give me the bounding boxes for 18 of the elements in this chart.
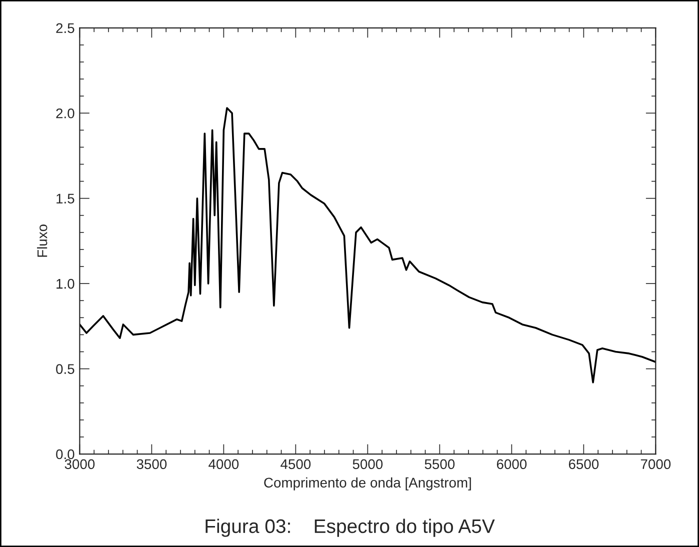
x-tick-label: 6000 <box>496 459 527 470</box>
x-tick-label: 5000 <box>352 459 383 470</box>
x-tick-label: 3000 <box>64 459 95 470</box>
y-tick-label: 0.5 <box>56 364 74 374</box>
x-tick-label: 4000 <box>208 459 239 470</box>
x-tick-label: 4500 <box>280 459 311 470</box>
y-tick-label: 1.5 <box>56 194 74 204</box>
y-tick-label: 0.0 <box>56 449 74 460</box>
text: Figura 03: Espectro do tipo A5V <box>206 518 495 537</box>
x-tick-label: 6500 <box>568 459 599 470</box>
x-tick-label: 3500 <box>136 459 167 470</box>
y-tick-label: 2.5 <box>56 23 74 34</box>
y-axis-title: Fluxo <box>37 224 48 257</box>
x-tick-label: 7000 <box>640 459 671 470</box>
y-tick-label: 2.0 <box>56 108 74 118</box>
x-tick-label: 5500 <box>424 459 455 470</box>
x-axis-title: Comprimento de onda [Angstrom] <box>264 477 471 490</box>
y-tick-label: 1.0 <box>56 278 74 289</box>
